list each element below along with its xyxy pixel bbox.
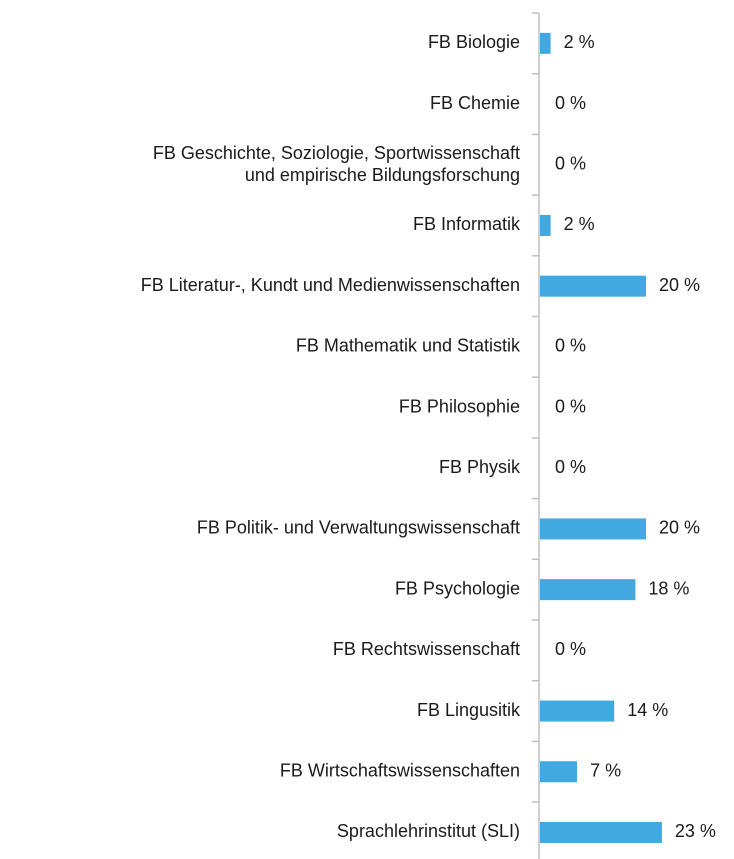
bar: [540, 275, 646, 297]
category-label: FB Rechtswissenschaft: [333, 639, 520, 659]
value-label: 23 %: [675, 821, 716, 841]
category-label: FB Politik- und Verwaltungswissenschaft: [197, 518, 520, 538]
category-label: FB Philosophie: [399, 396, 520, 416]
bar: [540, 518, 646, 540]
category-label: Sprachlehrinstitut (SLI): [337, 821, 520, 841]
value-label: 18 %: [648, 578, 689, 598]
value-label: 0 %: [555, 154, 586, 174]
value-label: 20 %: [659, 275, 700, 295]
value-label: 20 %: [659, 518, 700, 538]
value-label: 0 %: [555, 336, 586, 356]
value-label: 0 %: [555, 93, 586, 113]
bar: [540, 214, 551, 236]
category-label: FB Mathematik und Statistik: [296, 336, 521, 356]
value-label: 2 %: [564, 32, 595, 52]
value-label: 0 %: [555, 457, 586, 477]
category-label: FB Informatik: [413, 214, 521, 234]
bar: [540, 761, 578, 783]
bar: [540, 579, 636, 601]
bar: [540, 821, 662, 843]
category-label: FB Geschichte, Soziologie, Sportwissensc…: [153, 143, 520, 185]
bar: [540, 700, 615, 722]
category-label: FB Chemie: [430, 93, 520, 113]
category-label: FB Literatur-, Kundt und Medienwissensch…: [141, 275, 520, 295]
category-label: FB Biologie: [428, 32, 520, 52]
value-label: 0 %: [555, 639, 586, 659]
category-label: FB Lingusitik: [417, 700, 521, 720]
value-label: 0 %: [555, 396, 586, 416]
category-label: FB Psychologie: [395, 578, 520, 598]
value-label: 14 %: [627, 700, 668, 720]
bar: [540, 32, 551, 54]
value-label: 2 %: [564, 214, 595, 234]
category-label: FB Physik: [439, 457, 521, 477]
category-label: FB Wirtschaftswissenschaften: [280, 761, 520, 781]
value-label: 7 %: [590, 761, 621, 781]
